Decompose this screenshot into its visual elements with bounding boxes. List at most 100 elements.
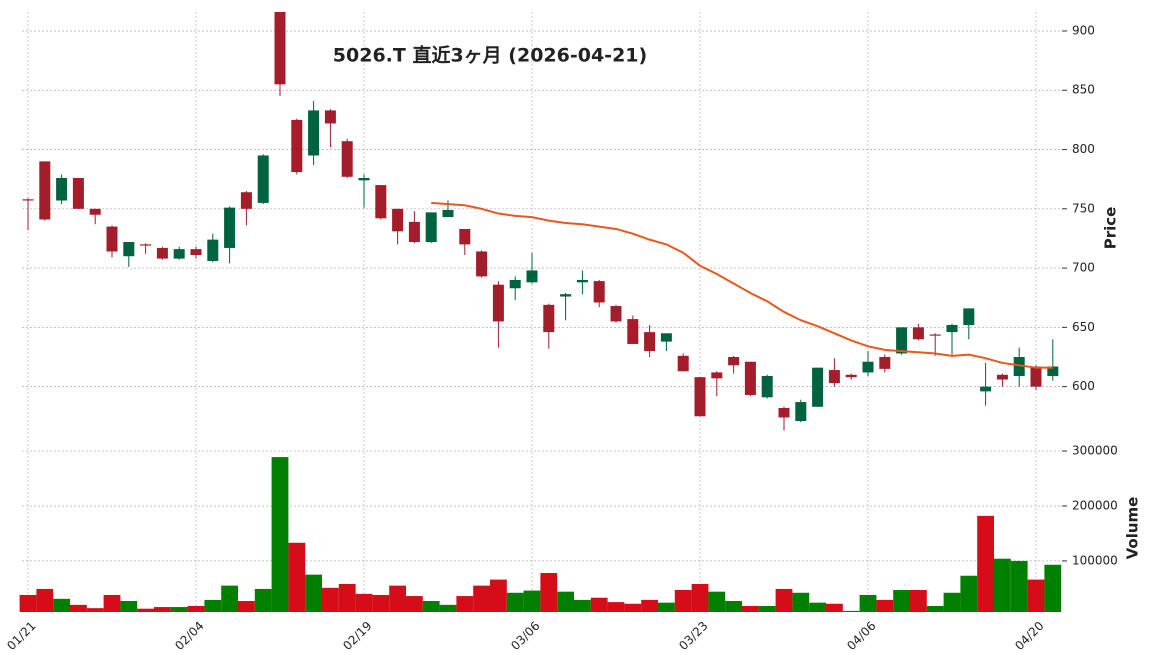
volume-bar xyxy=(809,602,826,612)
volume-bar xyxy=(691,583,709,612)
volume-bar xyxy=(557,591,574,612)
volume-bar xyxy=(960,575,978,612)
x-tick-label: 01/21 xyxy=(4,619,38,653)
volume-bar xyxy=(758,605,776,612)
volume-bar xyxy=(372,594,390,612)
volume-bar xyxy=(1044,564,1062,612)
candle-body xyxy=(106,226,118,252)
volume-bar xyxy=(36,588,54,612)
volume-bar xyxy=(103,594,121,612)
volume-bar xyxy=(574,599,591,612)
chart-title: 5026.T 直近3ヶ月 (2026-04-21) xyxy=(333,44,647,67)
volume-bar xyxy=(406,596,423,612)
volume-bar xyxy=(86,608,104,612)
volume-bar xyxy=(658,602,675,612)
volume-bar xyxy=(926,605,944,612)
candle-body xyxy=(425,212,437,243)
candle-body xyxy=(156,247,168,259)
candle-body xyxy=(224,207,236,248)
moving-average xyxy=(431,201,1053,369)
volume-bar xyxy=(708,591,726,612)
x-tick-label: 04/06 xyxy=(844,619,878,653)
candle-body xyxy=(660,333,672,342)
volume-bar xyxy=(725,601,742,612)
candle-body xyxy=(39,161,51,220)
candle-body xyxy=(408,221,420,243)
candle-body xyxy=(22,199,34,201)
candle-body xyxy=(190,249,202,256)
volume-bar xyxy=(271,457,289,612)
volume-bar xyxy=(523,590,541,612)
x-tick-label: 03/06 xyxy=(508,619,542,653)
candle-body xyxy=(240,192,252,209)
candle-body xyxy=(862,361,874,373)
y-tick-label: 850 xyxy=(1072,83,1095,97)
candle-body xyxy=(459,228,471,245)
candle-body xyxy=(257,155,269,203)
volume-bar xyxy=(826,603,843,612)
volume-bar xyxy=(590,597,608,612)
grid xyxy=(22,12,1062,612)
volume-bar xyxy=(288,542,306,612)
candle-body xyxy=(308,110,320,156)
candle-body xyxy=(929,334,941,336)
candle-body xyxy=(358,177,370,181)
volume-bar xyxy=(389,585,406,612)
candle-body xyxy=(980,386,992,392)
volume-bar xyxy=(893,590,910,612)
candle-body xyxy=(1030,366,1042,387)
x-tick-label: 02/19 xyxy=(340,619,374,653)
candle-body xyxy=(627,319,639,344)
volume-bar xyxy=(70,604,87,612)
volume-bar xyxy=(254,588,272,612)
y-tick-label: 600 xyxy=(1072,379,1095,393)
volume-bar xyxy=(674,590,692,612)
candle-body xyxy=(274,12,286,85)
candle-body xyxy=(526,270,538,283)
volume-bar xyxy=(490,579,507,612)
candle-body xyxy=(543,304,555,333)
candle-body xyxy=(123,242,135,257)
candle-body xyxy=(946,324,958,333)
volume-bar xyxy=(456,596,474,612)
volume-bar xyxy=(19,594,37,612)
candle-body xyxy=(140,244,152,246)
volume-axis-label: Volume xyxy=(1124,497,1142,560)
x-tick-label: 04/20 xyxy=(1012,619,1046,653)
volume-bar xyxy=(641,599,658,612)
candle-body xyxy=(812,367,824,407)
volume-bar xyxy=(322,587,339,612)
candle-body xyxy=(173,249,185,259)
volume-bar xyxy=(170,607,188,612)
volume-bar xyxy=(943,592,961,612)
volume-bar xyxy=(506,592,524,612)
candle-body xyxy=(996,374,1008,380)
candle-body xyxy=(845,374,857,378)
candle-body xyxy=(778,407,790,418)
candle-body xyxy=(560,294,572,297)
x-tick-label: 02/04 xyxy=(172,619,206,653)
candle-body xyxy=(879,357,891,369)
volume-bar xyxy=(842,610,860,612)
candle-body xyxy=(744,361,756,395)
volume-bar xyxy=(439,604,457,612)
volume-bar xyxy=(120,601,138,612)
volume-bar xyxy=(53,598,70,612)
candle-body xyxy=(442,209,454,218)
y-tick-label: 750 xyxy=(1072,201,1095,215)
candle-body xyxy=(476,251,488,277)
candle-body xyxy=(89,208,101,215)
volume-bar xyxy=(422,601,440,612)
candle-body xyxy=(291,119,303,173)
candle-body xyxy=(56,177,68,201)
candle-body xyxy=(610,306,622,322)
candle-body xyxy=(694,377,706,417)
volume-bar xyxy=(742,605,759,612)
candle-body xyxy=(711,372,723,379)
volume-bar xyxy=(221,585,238,612)
price-panel xyxy=(22,12,1059,431)
volume-bar xyxy=(355,593,373,612)
volume-bar xyxy=(1027,579,1045,612)
y-tick-label: 100000 xyxy=(1072,553,1118,567)
